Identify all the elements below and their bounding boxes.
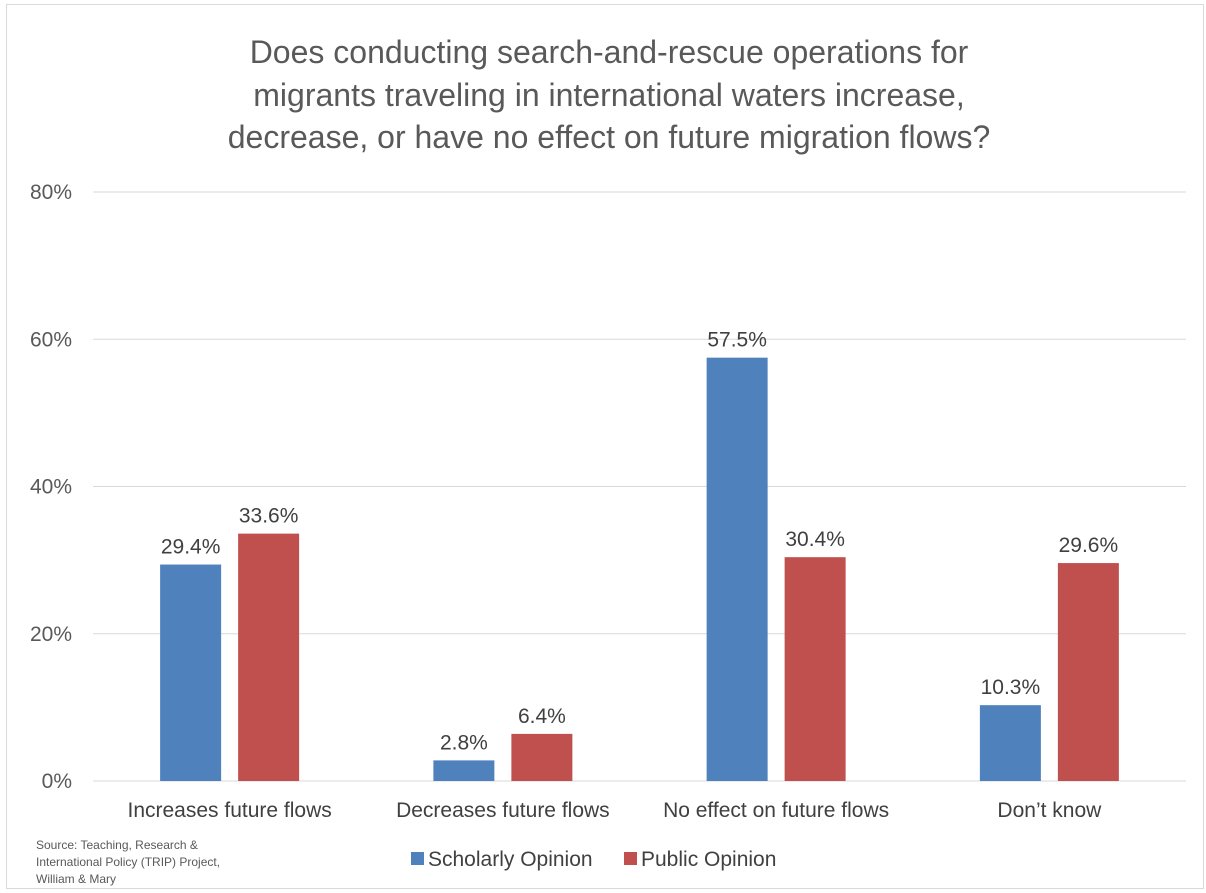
data-label: 29.6% xyxy=(1059,534,1119,557)
bar xyxy=(784,557,846,781)
bar xyxy=(1057,563,1119,781)
data-label: 29.4% xyxy=(161,536,221,559)
legend-swatch xyxy=(411,852,424,865)
legend-label: Public Opinion xyxy=(641,848,776,871)
x-category-label: Decreases future flows xyxy=(396,799,610,822)
y-tick-label: 40% xyxy=(30,476,72,499)
source-line-1: Source: Teaching, Research & xyxy=(36,838,198,852)
y-tick-label: 0% xyxy=(42,770,72,793)
chart-title-line-2: migrants traveling in international wate… xyxy=(253,77,964,113)
bar xyxy=(160,564,222,781)
source-note: Source: Teaching, Research & Internation… xyxy=(36,838,220,886)
legend: Scholarly Opinion Public Opinion xyxy=(411,848,776,871)
bar xyxy=(511,733,573,781)
y-axis-ticks: 0% 20% 40% 60% 80% xyxy=(30,181,72,793)
bar xyxy=(979,705,1041,781)
source-line-2: International Policy (TRIP) Project, xyxy=(36,855,220,869)
data-label: 33.6% xyxy=(239,505,299,528)
data-label: 2.8% xyxy=(440,731,488,754)
bar xyxy=(238,533,300,781)
chart-title: Does conducting search-and-rescue operat… xyxy=(228,34,991,155)
x-category-label: Increases future flows xyxy=(127,799,331,822)
x-category-label: Don’t know xyxy=(997,799,1102,822)
bar xyxy=(706,357,768,781)
chart-title-line-1: Does conducting search-and-rescue operat… xyxy=(250,34,969,70)
data-label: 10.3% xyxy=(981,676,1041,699)
y-tick-label: 60% xyxy=(30,328,72,351)
x-axis-categories: Increases future flows Decreases future f… xyxy=(127,799,1102,822)
legend-swatch xyxy=(624,852,637,865)
bars xyxy=(160,357,1119,781)
data-label: 6.4% xyxy=(518,705,566,728)
x-category-label: No effect on future flows xyxy=(663,799,889,822)
y-tick-label: 80% xyxy=(30,181,72,204)
data-label: 30.4% xyxy=(785,528,845,551)
data-labels: 29.4% 33.6% 2.8% 6.4% 57.5% 30.4% 10.3% 29.6% xyxy=(161,329,1118,755)
data-label: 57.5% xyxy=(707,329,767,352)
source-line-3: William & Mary xyxy=(36,872,116,886)
bar xyxy=(433,760,495,781)
chart-title-line-3: decrease, or have no effect on future mi… xyxy=(228,119,991,155)
legend-label: Scholarly Opinion xyxy=(428,848,593,871)
y-tick-label: 20% xyxy=(30,623,72,646)
